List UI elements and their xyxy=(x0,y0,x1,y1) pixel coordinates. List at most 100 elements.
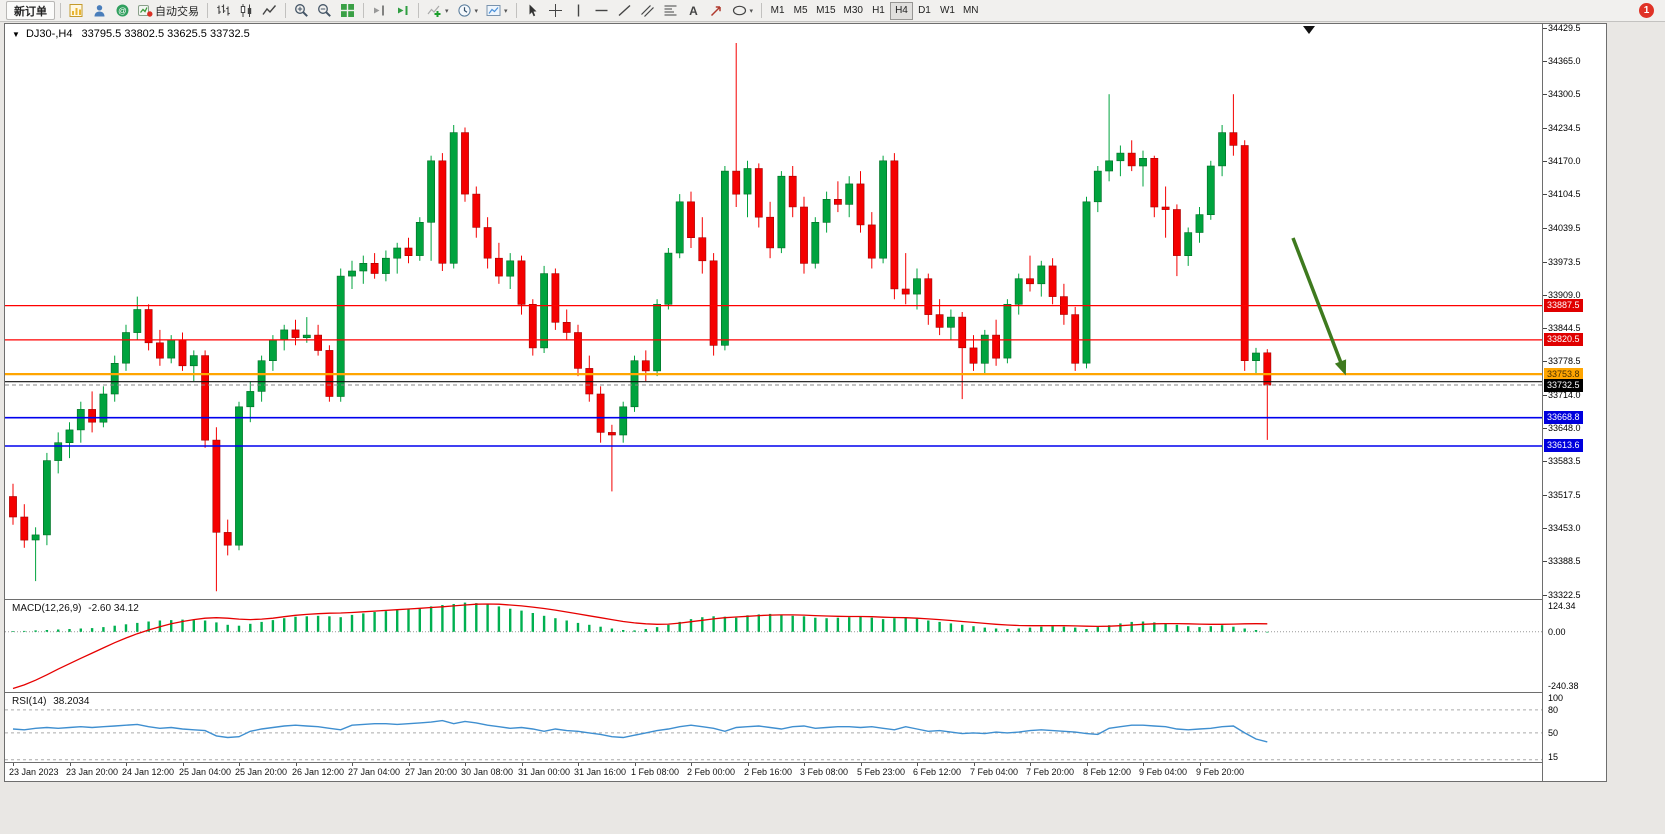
macd-pane[interactable] xyxy=(5,600,1542,692)
line-chart-icon xyxy=(262,3,277,18)
text-button[interactable]: A xyxy=(683,1,704,20)
candlestick-button[interactable] xyxy=(236,1,257,20)
price-tick-label: 33648.0 xyxy=(1548,423,1581,433)
price-tickmark xyxy=(1543,461,1547,462)
price-tick-label: 33322.5 xyxy=(1548,590,1581,600)
zoom-in-button[interactable] xyxy=(291,1,312,20)
notification-badge[interactable]: 1 xyxy=(1639,3,1654,18)
price-tick-label: 34300.5 xyxy=(1548,89,1581,99)
templates-button[interactable]: ▾ xyxy=(483,1,511,20)
time-tickmark xyxy=(239,763,240,766)
price-tickmark xyxy=(1543,161,1547,162)
tile-windows-button[interactable] xyxy=(337,1,358,20)
hline-price-label: 33668.8 xyxy=(1544,411,1583,424)
timeframe-W1-button[interactable]: W1 xyxy=(936,2,959,20)
price-tick-label: 33973.5 xyxy=(1548,257,1581,267)
timeframe-M15-button[interactable]: M15 xyxy=(812,2,839,20)
indicators-button[interactable]: ▾ xyxy=(424,1,452,20)
price-tick-label: 33778.5 xyxy=(1548,356,1581,366)
rsi-axis-label: 80 xyxy=(1548,705,1559,715)
price-tick-label: 33517.5 xyxy=(1548,490,1581,500)
arrows-button[interactable] xyxy=(706,1,727,20)
timeframe-M5-button[interactable]: M5 xyxy=(789,2,812,20)
time-tickmark xyxy=(183,763,184,766)
autotrading-icon xyxy=(138,3,153,18)
timeframe-MN-button[interactable]: MN xyxy=(959,2,983,20)
time-label: 7 Feb 04:00 xyxy=(970,767,1019,777)
price-tick-label: 34429.5 xyxy=(1548,23,1581,33)
time-label: 27 Jan 04:00 xyxy=(348,767,401,777)
pane-splitter[interactable] xyxy=(5,599,1606,600)
timeframe-D1-button[interactable]: D1 xyxy=(913,2,936,20)
auto-scroll-button[interactable] xyxy=(392,1,413,20)
pane-splitter[interactable] xyxy=(5,692,1606,693)
time-axis-border xyxy=(5,762,1606,763)
price-axis[interactable]: 34429.5 34365.0 34300.5 34234.5 34170.0 34104… xyxy=(1542,24,1606,781)
price-tick-label: 33844.5 xyxy=(1548,323,1581,333)
hline-price-label: 33613.6 xyxy=(1544,439,1583,452)
bar-chart-button[interactable] xyxy=(213,1,234,20)
dropdown-caret-icon[interactable]: ▾ xyxy=(504,7,508,15)
timeframe-H1-button[interactable]: H1 xyxy=(867,2,890,20)
time-label: 31 Jan 16:00 xyxy=(574,767,627,777)
new-order-button[interactable]: 新订单 xyxy=(6,1,55,20)
rsi-name: RSI(14) xyxy=(12,696,47,707)
auto-trading-button[interactable]: 自动交易 xyxy=(135,1,202,20)
price-tickmark xyxy=(1543,295,1547,296)
time-tickmark xyxy=(1200,763,1201,766)
chart-shift-button[interactable] xyxy=(369,1,390,20)
chart-window: ▼ DJ30-,H4 33795.5 33802.5 33625.5 33732… xyxy=(4,23,1607,782)
shapes-button[interactable]: ▾ xyxy=(729,1,757,20)
vertical-line-button[interactable] xyxy=(568,1,589,20)
time-tickmark xyxy=(804,763,805,766)
chart-ohlc-values: 33795.5 33802.5 33625.5 33732.5 xyxy=(81,28,250,40)
channel-button[interactable] xyxy=(637,1,658,20)
price-tickmark xyxy=(1543,328,1547,329)
time-label: 31 Jan 00:00 xyxy=(518,767,571,777)
dropdown-caret-icon[interactable]: ▾ xyxy=(749,7,754,15)
time-tickmark xyxy=(409,763,410,766)
tile-windows-icon xyxy=(340,3,355,18)
dropdown-caret-icon[interactable]: ▾ xyxy=(445,7,449,15)
new-chart-button[interactable] xyxy=(66,1,87,20)
periods-button[interactable]: ▾ xyxy=(454,1,482,20)
timeframe-H4-button[interactable]: H4 xyxy=(889,1,913,20)
profiles-button[interactable] xyxy=(89,1,110,20)
rsi-pane[interactable] xyxy=(5,693,1542,762)
time-axis[interactable]: 23 Jan 2023 23 Jan 20:00 24 Jan 12:00 25 Ja… xyxy=(5,763,1542,781)
community-button[interactable]: @ xyxy=(112,1,133,20)
price-tickmark xyxy=(1543,61,1547,62)
rsi-axis-label: 50 xyxy=(1548,728,1559,738)
main-toolbar: 新订单 @ 自动交易 ▾ ▾ ▾ A ▾ M1 M5 M15 M30 H1 H4 D1 W1 MN 1 xyxy=(0,0,1665,22)
arrows-icon xyxy=(709,3,724,18)
line-chart-button[interactable] xyxy=(259,1,280,20)
templates-icon xyxy=(486,3,501,18)
price-tickmark xyxy=(1543,28,1547,29)
price-chart-canvas[interactable] xyxy=(5,24,1542,599)
dropdown-caret-icon[interactable]: ▾ xyxy=(474,7,479,15)
channel-icon xyxy=(640,3,655,18)
timeframe-M1-button[interactable]: M1 xyxy=(766,2,789,20)
zoom-in-icon xyxy=(294,3,309,18)
chart-symbol-period: DJ30-,H4 xyxy=(25,28,73,40)
timeframe-M30-button[interactable]: M30 xyxy=(840,2,867,20)
new-chart-icon xyxy=(69,3,84,18)
crosshair-button[interactable] xyxy=(545,1,566,20)
time-label: 30 Jan 08:00 xyxy=(461,767,514,777)
time-tickmark xyxy=(1030,763,1031,766)
hline-price-label: 33820.5 xyxy=(1544,333,1583,346)
time-tickmark xyxy=(126,763,127,766)
time-tickmark xyxy=(70,763,71,766)
trendline-button[interactable] xyxy=(614,1,635,20)
time-label: 26 Jan 12:00 xyxy=(292,767,345,777)
horizontal-line-icon xyxy=(594,3,609,18)
auto-trading-label: 自动交易 xyxy=(155,5,199,18)
zoom-out-button[interactable] xyxy=(314,1,335,20)
macd-name: MACD(12,26,9) xyxy=(12,603,82,614)
chart-collapse-icon[interactable]: ▼ xyxy=(12,30,20,39)
horizontal-line-button[interactable] xyxy=(591,1,612,20)
auto-scroll-icon xyxy=(395,3,410,18)
fibonacci-button[interactable] xyxy=(660,1,681,20)
cursor-button[interactable] xyxy=(522,1,543,20)
price-tickmark xyxy=(1543,395,1547,396)
